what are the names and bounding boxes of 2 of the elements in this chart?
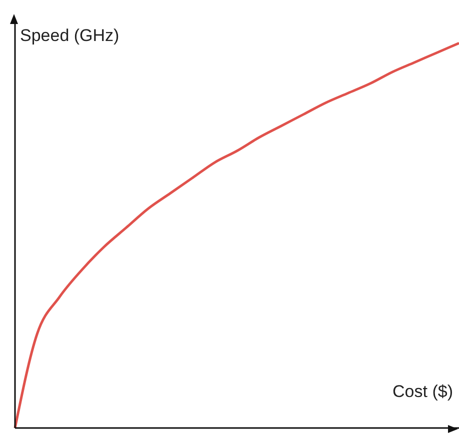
x-axis-title: Cost ($) (392, 382, 453, 402)
y-axis-title: Speed (GHz) (20, 26, 120, 46)
